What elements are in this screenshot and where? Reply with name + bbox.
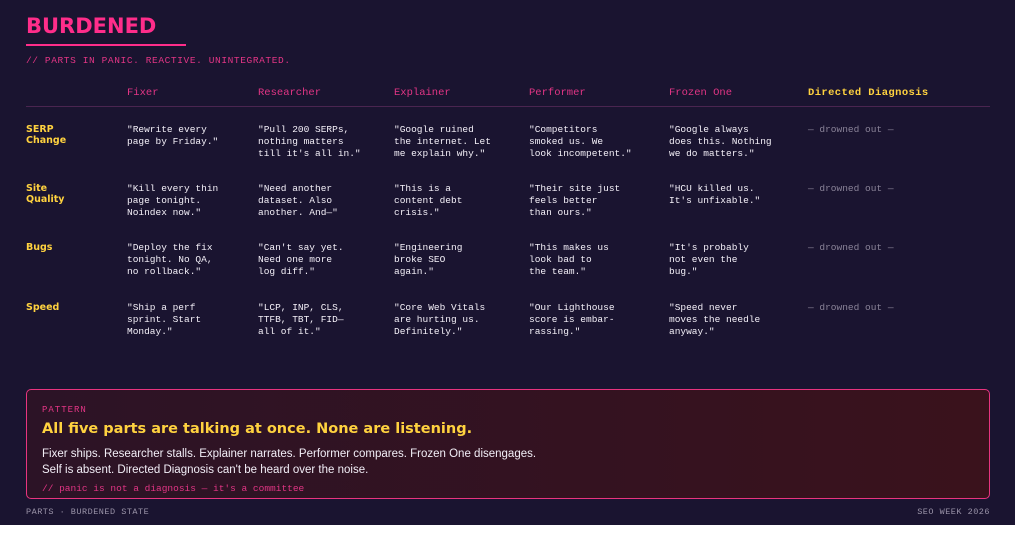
cell-line: "Pull 200 SERPs, [258,124,350,135]
cell-line: "LCP, INP, CLS, [258,302,344,313]
cell-line: "Kill every thin [127,183,219,194]
cell-line: "Google always [669,124,749,135]
cell-line: the internet. Let [394,135,491,147]
cell-line: anyway." [669,325,715,337]
pattern-body: Self is absent. Directed Diagnosis can't… [42,464,369,476]
cell-line: score is embar- [529,313,615,325]
cell-line: sprint. Start [127,313,202,325]
footer-left: PARTS · BURDENED STATE [26,507,150,517]
cell-line: content debt [394,194,463,206]
cell-line: "Rewrite every [127,124,207,135]
cell-line: look incompetent." [529,147,632,159]
cell-line: Definitely." [394,325,463,337]
pattern-headline: All five parts are talking at once. None… [42,421,473,437]
cell-line: "This makes us [529,242,609,253]
row-label: Speed [26,302,60,313]
column-header: Fixer [127,87,159,99]
cell-line: — drowned out — [808,124,894,135]
subtitle: // PARTS IN PANIC. REACTIVE. UNINTEGRATE… [26,55,291,66]
cell-line: we do matters." [669,147,755,159]
cell-line: than ours." [529,206,592,218]
cell-line: rassing." [529,325,581,337]
cell-line: — drowned out — [808,183,894,194]
cell-line: — drowned out — [808,242,894,253]
cell-line: no rollback." [127,265,202,277]
cell-line: page tonight. [127,194,202,206]
cell-line: "Deploy the fix [127,242,213,253]
cell-line: are hurting us. [394,313,480,325]
cell-line: another. And—" [258,206,338,218]
cell-line: "Ship a perf [127,302,196,313]
footer-right: SEO WEEK 2026 [917,507,990,517]
cell-line: "Speed never [669,302,738,313]
cell-line: broke SEO [394,253,446,265]
pattern-kicker: PATTERN [42,405,87,415]
column-header: Researcher [258,87,322,99]
cell-line: It's unfixable." [669,194,761,206]
column-header: Frozen One [669,87,733,99]
title: BURDENED [26,14,157,38]
cell-line: tonight. No QA, [127,253,213,265]
row-label: SERP Change [26,124,67,146]
cell-line: all of it." [258,325,321,337]
cell-line: feels better [529,194,598,206]
title-underline [26,44,186,46]
cell-line: nothing matters [258,135,344,147]
cell-line: again." [394,265,434,277]
cell-line: "Competitors [529,124,598,135]
cell-line: dataset. Also [258,194,333,206]
cell-line: smoked us. We [529,135,604,147]
cell-line: the team." [529,265,587,277]
cell-line: not even the [669,253,738,265]
cell-line: crisis." [394,206,440,218]
cell-line: Monday." [127,325,173,337]
pattern-box [26,389,990,499]
column-header: Explainer [394,87,451,99]
cell-line: "Their site just [529,183,621,194]
pattern-note: // panic is not a diagnosis — it's a com… [42,483,305,494]
cell-line: "Core Web Vitals [394,302,486,313]
cell-line: — drowned out — [808,302,894,313]
cell-line: Need one more [258,253,333,265]
page: BURDENED // PARTS IN PANIC. REACTIVE. UN… [0,0,1015,525]
column-header: Performer [529,87,586,99]
pattern-body: Fixer ships. Researcher stalls. Explaine… [42,448,537,460]
cell-line: bug." [669,265,698,277]
column-header: Directed Diagnosis [808,87,929,99]
cell-line: "HCU killed us. [669,183,755,194]
cell-line: page by Friday." [127,135,219,147]
cell-line: "Can't say yet. [258,242,344,253]
cell-line: me explain why." [394,147,486,159]
cell-line: does this. Nothing [669,135,772,147]
cell-line: moves the needle [669,313,761,325]
cell-line: "This is a [394,183,452,194]
cell-line: "Our Lighthouse [529,302,615,313]
header-divider [26,106,990,107]
cell-line: "Need another [258,183,333,194]
cell-line: Noindex now." [127,206,202,218]
cell-line: "Google ruined [394,124,474,135]
cell-line: TTFB, TBT, FID— [258,313,344,325]
row-label: Site Quality [26,183,65,205]
cell-line: look bad to [529,253,592,265]
cell-line: log diff." [258,265,316,277]
cell-line: "It's probably [669,242,749,253]
cell-line: "Engineering [394,242,463,253]
row-label: Bugs [26,242,53,253]
cell-line: till it's all in." [258,147,361,159]
